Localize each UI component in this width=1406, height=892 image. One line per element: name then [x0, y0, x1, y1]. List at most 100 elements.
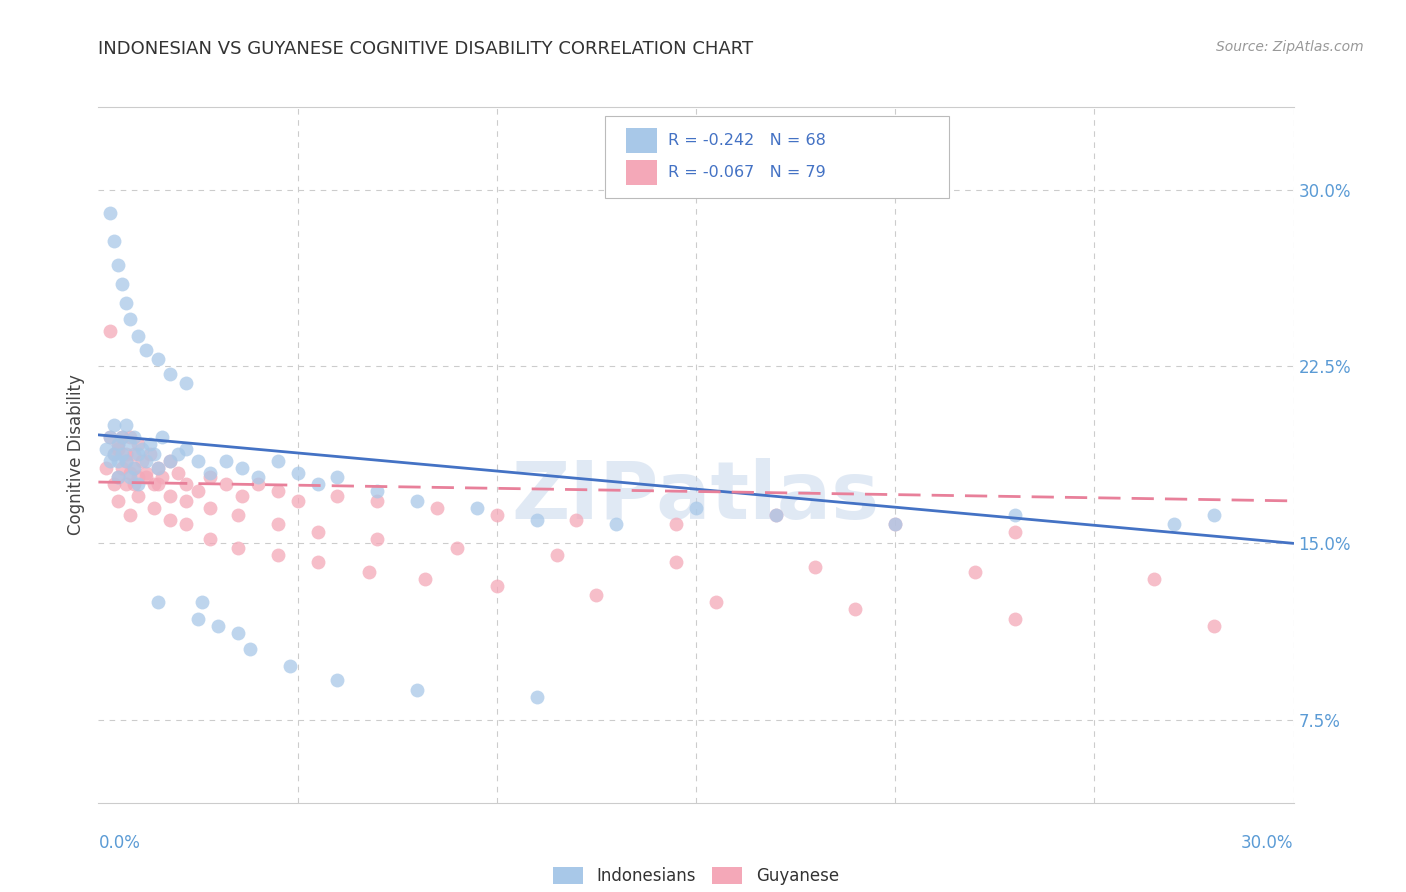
Point — [120, 437, 142, 451]
Point — [406, 494, 429, 508]
Point — [884, 517, 907, 532]
Point — [246, 477, 269, 491]
Point — [111, 461, 134, 475]
Point — [143, 447, 166, 461]
Point — [115, 418, 138, 433]
Point — [307, 555, 329, 569]
Point — [198, 500, 221, 515]
Point — [103, 235, 125, 249]
Point — [131, 454, 153, 468]
Point — [267, 548, 290, 562]
Point — [127, 489, 149, 503]
Point — [215, 477, 238, 491]
Point — [135, 470, 157, 484]
Point — [359, 565, 381, 579]
Point — [226, 626, 249, 640]
Point — [111, 430, 134, 444]
Text: Source: ZipAtlas.com: Source: ZipAtlas.com — [1216, 40, 1364, 54]
Point — [665, 555, 688, 569]
Point — [704, 595, 727, 609]
Point — [174, 494, 197, 508]
Point — [127, 447, 149, 461]
Point — [167, 447, 190, 461]
Point — [115, 477, 138, 491]
Point — [135, 466, 157, 480]
Point — [287, 494, 309, 508]
Point — [307, 524, 329, 539]
Text: INDONESIAN VS GUYANESE COGNITIVE DISABILITY CORRELATION CHART: INDONESIAN VS GUYANESE COGNITIVE DISABIL… — [98, 40, 754, 58]
Point — [127, 437, 149, 451]
Point — [307, 477, 329, 491]
Point — [159, 454, 181, 468]
Point — [565, 513, 588, 527]
Point — [278, 659, 301, 673]
Point — [804, 560, 827, 574]
Point — [148, 461, 170, 475]
Point — [207, 619, 229, 633]
Point — [135, 343, 157, 357]
Point — [1163, 517, 1185, 532]
Point — [124, 461, 146, 475]
Point — [111, 447, 134, 461]
Text: 30.0%: 30.0% — [1241, 834, 1294, 852]
Point — [127, 328, 149, 343]
Point — [267, 484, 290, 499]
Point — [267, 454, 290, 468]
Point — [1143, 572, 1166, 586]
Point — [100, 454, 122, 468]
Text: R = -0.242   N = 68: R = -0.242 N = 68 — [668, 133, 825, 147]
Point — [187, 454, 209, 468]
Point — [135, 454, 157, 468]
Point — [148, 352, 170, 367]
Point — [124, 447, 146, 461]
Point — [231, 489, 253, 503]
Text: 0.0%: 0.0% — [98, 834, 141, 852]
Point — [326, 470, 349, 484]
Point — [174, 517, 197, 532]
Point — [107, 470, 129, 484]
Point — [159, 489, 181, 503]
Point — [446, 541, 468, 555]
Point — [107, 494, 129, 508]
Point — [1004, 508, 1026, 522]
Point — [96, 461, 118, 475]
Point — [465, 500, 488, 515]
Point — [159, 513, 181, 527]
Text: ZIPatlas: ZIPatlas — [512, 458, 880, 536]
Point — [107, 442, 129, 456]
Point — [167, 466, 190, 480]
Point — [115, 454, 138, 468]
Point — [546, 548, 568, 562]
Point — [107, 437, 129, 451]
Point — [100, 430, 122, 444]
Point — [231, 461, 253, 475]
Point — [107, 454, 129, 468]
Point — [159, 454, 181, 468]
Point — [111, 277, 134, 291]
Point — [103, 418, 125, 433]
Point — [127, 470, 149, 484]
Point — [107, 258, 129, 272]
Point — [1202, 619, 1225, 633]
Point — [174, 376, 197, 390]
Point — [198, 470, 221, 484]
Point — [159, 367, 181, 381]
Point — [413, 572, 436, 586]
Point — [115, 295, 138, 310]
Point — [605, 517, 627, 532]
Point — [485, 508, 508, 522]
Point — [120, 470, 142, 484]
Point — [685, 500, 707, 515]
Point — [103, 447, 125, 461]
Point — [884, 517, 907, 532]
Point — [526, 690, 548, 704]
Point — [107, 470, 129, 484]
Point — [115, 454, 138, 468]
Point — [120, 430, 142, 444]
Point — [287, 466, 309, 480]
Point — [246, 470, 269, 484]
Point — [215, 454, 238, 468]
Point — [366, 532, 388, 546]
Point — [143, 500, 166, 515]
Point — [150, 430, 173, 444]
